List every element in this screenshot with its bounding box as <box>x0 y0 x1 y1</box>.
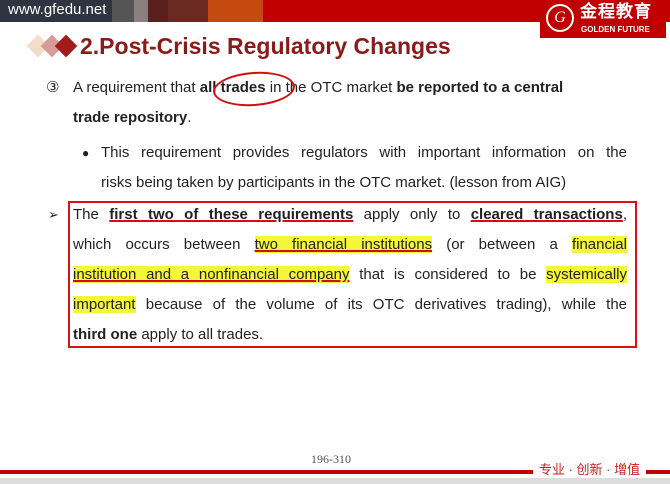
item-3-line-2: trade repository. <box>73 109 192 126</box>
sub-line-2: risks being taken by participants in the… <box>101 174 567 191</box>
boxed-line-4: important because of the volume of its O… <box>73 296 627 313</box>
slide-title: 2.Post-Crisis Regulatory Changes <box>80 33 451 59</box>
diamond-icon <box>54 34 78 58</box>
site-url: www.gfedu.net <box>8 1 107 18</box>
annotation-box <box>68 201 637 348</box>
boxed-line-5: third one apply to all trades. <box>73 326 264 343</box>
bullet-icon: ● <box>82 146 90 160</box>
arrow-bullet-icon: ➢ <box>48 207 59 222</box>
logo-cn: 金程教育 <box>580 2 652 21</box>
logo-seal-icon: G <box>546 4 574 32</box>
boxed-line-3: institution and a nonfinancial company t… <box>73 266 627 283</box>
boxed-line-2: which occurs between two financial insti… <box>73 236 627 253</box>
logo: G 金程教育 GOLDEN FUTURE <box>540 0 666 38</box>
annotation-circle <box>211 69 297 109</box>
item-marker: ③ <box>46 79 60 96</box>
item-3-line-1: A requirement that all trades in the OTC… <box>73 79 564 96</box>
footer-divider <box>0 470 670 474</box>
sub-line-1: This requirement provides regulators wit… <box>101 144 627 161</box>
footer-tagline: 专业 · 创新 · 增值 <box>533 462 647 477</box>
logo-en: GOLDEN FUTURE <box>581 25 650 34</box>
top-banner: www.gfedu.net <box>0 0 670 22</box>
bottom-strip <box>0 478 670 484</box>
boxed-line-1: The first two of these requirements appl… <box>73 206 627 223</box>
page-number: 196-310 <box>311 452 351 466</box>
